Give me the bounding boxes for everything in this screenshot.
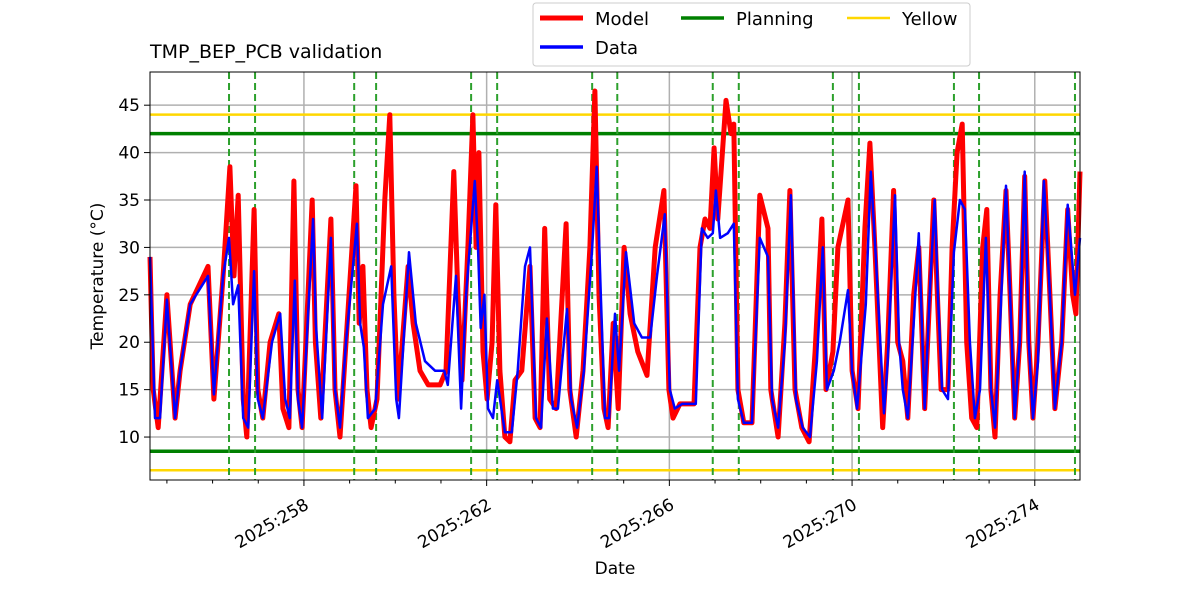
y-tick-label: 45 — [118, 96, 140, 116]
y-tick-label: 40 — [118, 144, 140, 164]
y-tick-label: 15 — [118, 381, 140, 401]
model-series-line — [147, 88, 1083, 445]
y-tick-label: 25 — [118, 286, 140, 306]
y-tick-label: 10 — [118, 428, 140, 448]
y-tick-label: 35 — [118, 191, 140, 211]
plot-frame — [149, 71, 1081, 481]
x-tick-label: 2025:274 — [963, 495, 1044, 553]
chart-title: TMP_BEP_PCB validation — [149, 41, 382, 63]
legend-label: Planning — [736, 9, 814, 30]
y-tick-label: 20 — [118, 333, 140, 353]
legend-label: Yellow — [901, 9, 957, 30]
x-tick-label: 2025:258 — [232, 495, 313, 553]
x-tick-label: 2025:266 — [597, 495, 678, 553]
x-tick-label: 2025:270 — [780, 495, 861, 553]
legend-label: Model — [595, 9, 649, 30]
y-axis: 10 15 20 25 30 35 40 45 — [118, 96, 150, 448]
y-axis-label: Temperature (°C) — [88, 203, 108, 351]
y-tick-label: 30 — [118, 238, 140, 258]
data-series-line — [148, 165, 1082, 439]
legend-label: Data — [595, 38, 638, 59]
x-axis-label: Date — [595, 559, 636, 579]
limit-lines — [150, 113, 1080, 472]
x-axis: 2025:258 2025:262 2025:266 2025:270 2025:274 — [166, 480, 1044, 553]
legend: Model Data Planning Yellow — [532, 2, 971, 67]
series-lines — [147, 88, 1083, 445]
x-tick-label: 2025:262 — [415, 495, 496, 553]
